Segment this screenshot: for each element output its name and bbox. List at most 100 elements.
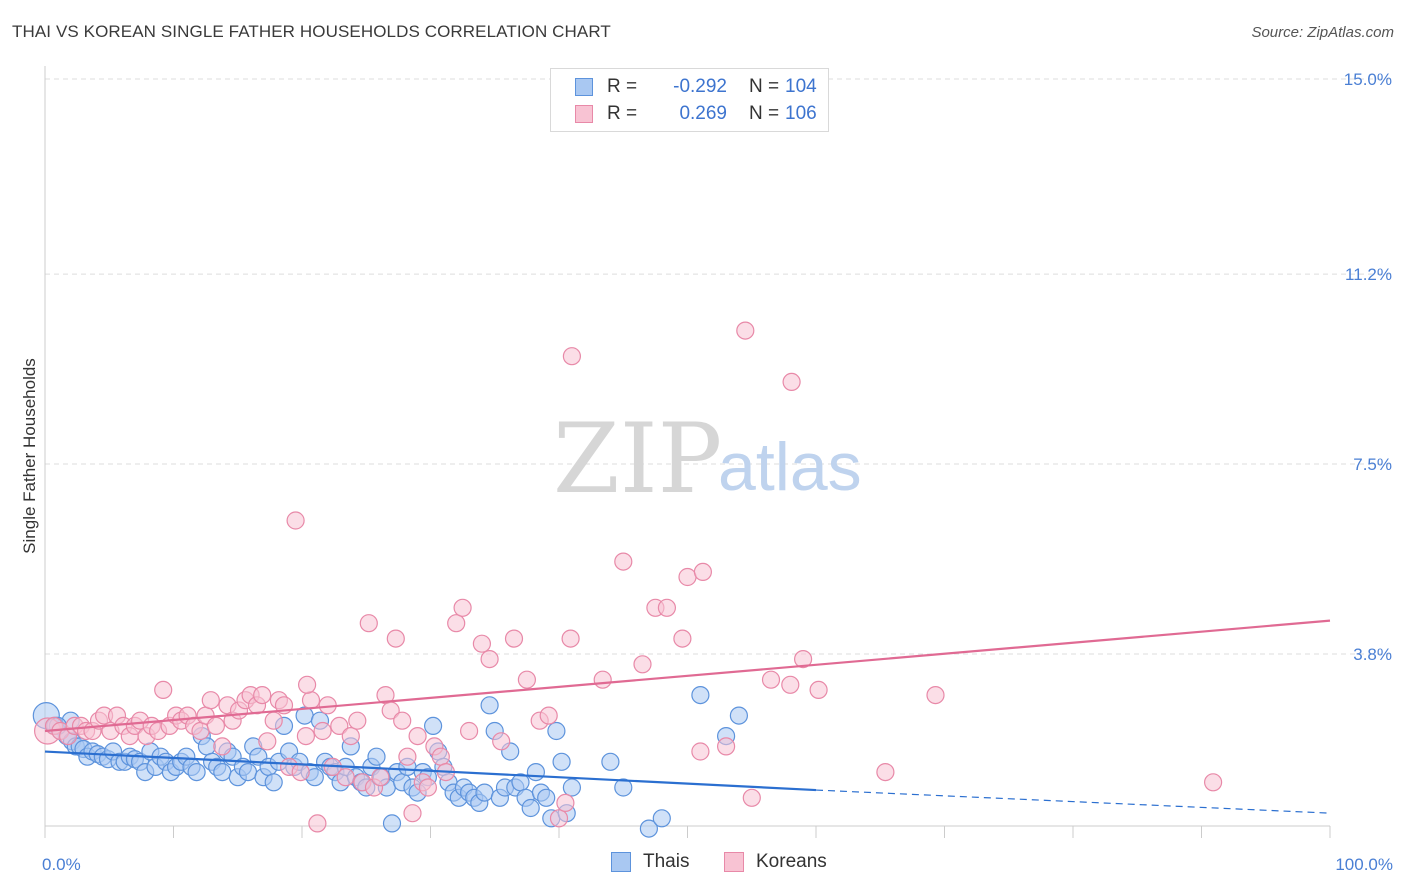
korean-point bbox=[1203, 773, 1223, 792]
korean-point bbox=[359, 614, 378, 633]
korean-point bbox=[403, 804, 422, 823]
thai-point bbox=[639, 819, 659, 838]
korean-point bbox=[781, 675, 800, 694]
axis-layer bbox=[44, 66, 1331, 838]
koreans-legend-label: Koreans bbox=[756, 851, 827, 872]
korean-point bbox=[341, 726, 360, 746]
korean-point bbox=[201, 691, 220, 710]
korean-point bbox=[258, 732, 277, 751]
legend-row-korean: R = 0.269 N = 106 bbox=[575, 102, 817, 126]
thai-point bbox=[521, 798, 540, 818]
korean-n-label: N = bbox=[749, 103, 780, 124]
korean-point bbox=[633, 655, 652, 674]
korean-point bbox=[562, 347, 582, 366]
korean-point bbox=[291, 762, 310, 782]
thai-point bbox=[552, 752, 571, 771]
thai-n-label: N = bbox=[749, 76, 780, 97]
korean-point bbox=[264, 711, 283, 730]
thai-point bbox=[367, 747, 386, 766]
x-tick-label: 100.0% bbox=[1335, 855, 1393, 874]
korean-point bbox=[561, 629, 580, 648]
thai-trend-extension bbox=[815, 789, 1331, 814]
thai-point bbox=[480, 696, 499, 715]
korean-point bbox=[431, 747, 450, 766]
thai-point bbox=[562, 778, 582, 797]
korean-n-value: 106 bbox=[785, 103, 817, 124]
thai-point bbox=[537, 788, 556, 807]
watermark-atlas: atlas bbox=[718, 429, 862, 505]
korean-point bbox=[614, 552, 633, 571]
thais-legend-label: Thais bbox=[643, 851, 690, 872]
trend-layer bbox=[44, 619, 1331, 814]
thai-point bbox=[475, 783, 494, 802]
korean-point bbox=[673, 629, 692, 648]
korean-point bbox=[517, 670, 537, 689]
watermark-zip: ZIP bbox=[553, 403, 722, 515]
korean-point bbox=[549, 809, 569, 828]
bottom-legend-koreans: Koreans bbox=[724, 851, 827, 873]
korean-point bbox=[782, 372, 801, 391]
korean-point bbox=[480, 649, 499, 669]
tick-label-layer: 3.8% 7.5% 11.2% 15.0% 0.0% 100.0% Single Fathe… bbox=[20, 70, 1393, 874]
thai-point bbox=[729, 706, 749, 725]
korean-point bbox=[926, 685, 945, 705]
korean-point bbox=[296, 726, 315, 746]
y-tick-label: 15.0% bbox=[1344, 70, 1392, 89]
thai-point bbox=[424, 716, 443, 736]
thai-point bbox=[238, 762, 258, 782]
korean-point bbox=[492, 732, 511, 751]
korean-point bbox=[761, 670, 781, 689]
korean-point bbox=[453, 598, 472, 617]
korean-point bbox=[330, 716, 349, 736]
korean-point bbox=[206, 716, 225, 736]
koreans-legend-swatch bbox=[724, 852, 744, 872]
korean-swatch bbox=[575, 105, 593, 123]
korean-point bbox=[398, 747, 417, 766]
y-axis-label: Single Father Households bbox=[20, 358, 39, 554]
thai-point bbox=[691, 685, 710, 705]
korean-point bbox=[460, 721, 479, 741]
korean-point bbox=[736, 321, 755, 340]
thais-legend-swatch bbox=[611, 852, 631, 872]
thai-point bbox=[213, 762, 232, 782]
korean-point bbox=[472, 634, 491, 653]
korean-point bbox=[313, 721, 332, 741]
korean-point bbox=[286, 511, 305, 530]
grid-layer bbox=[45, 78, 1390, 655]
thai-swatch bbox=[575, 78, 593, 96]
korean-point bbox=[336, 768, 355, 787]
thai-point bbox=[382, 814, 402, 833]
korean-point bbox=[213, 737, 232, 756]
korean-point bbox=[386, 629, 405, 648]
korean-point bbox=[418, 778, 437, 797]
korean-r-label: R = bbox=[607, 103, 638, 124]
y-tick-label: 3.8% bbox=[1353, 645, 1392, 664]
korean-point bbox=[301, 691, 321, 710]
korean-point bbox=[556, 793, 575, 813]
thai-r-label: R = bbox=[607, 76, 638, 97]
korean-point bbox=[447, 614, 466, 633]
korean-point bbox=[371, 768, 390, 787]
korean-point bbox=[678, 567, 697, 587]
thai-r-value: -0.292 bbox=[673, 76, 727, 97]
thai-trend-line bbox=[44, 750, 817, 792]
watermark: ZIP atlas bbox=[553, 403, 862, 515]
korean-point bbox=[693, 562, 713, 582]
bottom-legend-thais: Thais bbox=[611, 851, 689, 873]
thai-point bbox=[187, 762, 206, 782]
korean-point bbox=[539, 706, 558, 725]
korean-point bbox=[593, 670, 612, 689]
thai-point bbox=[197, 737, 216, 756]
y-tick-label: 7.5% bbox=[1353, 455, 1392, 474]
korean-point bbox=[716, 737, 736, 756]
korean-point bbox=[657, 598, 677, 617]
points-layer bbox=[32, 321, 1223, 838]
korean-r-value: 0.269 bbox=[679, 103, 727, 124]
thai-point bbox=[601, 752, 620, 771]
legend-row-thai: R = -0.292 N = 104 bbox=[575, 75, 817, 99]
thai-point bbox=[614, 778, 633, 797]
x-tick-label: 0.0% bbox=[42, 855, 81, 874]
chart-source: Source: ZipAtlas.com bbox=[1251, 24, 1394, 41]
korean-point bbox=[348, 711, 367, 730]
